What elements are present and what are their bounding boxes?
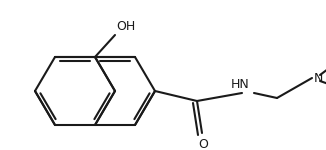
Text: O: O bbox=[198, 138, 208, 150]
Text: N: N bbox=[314, 72, 323, 84]
Text: HN: HN bbox=[230, 78, 249, 91]
Text: OH: OH bbox=[116, 20, 135, 33]
